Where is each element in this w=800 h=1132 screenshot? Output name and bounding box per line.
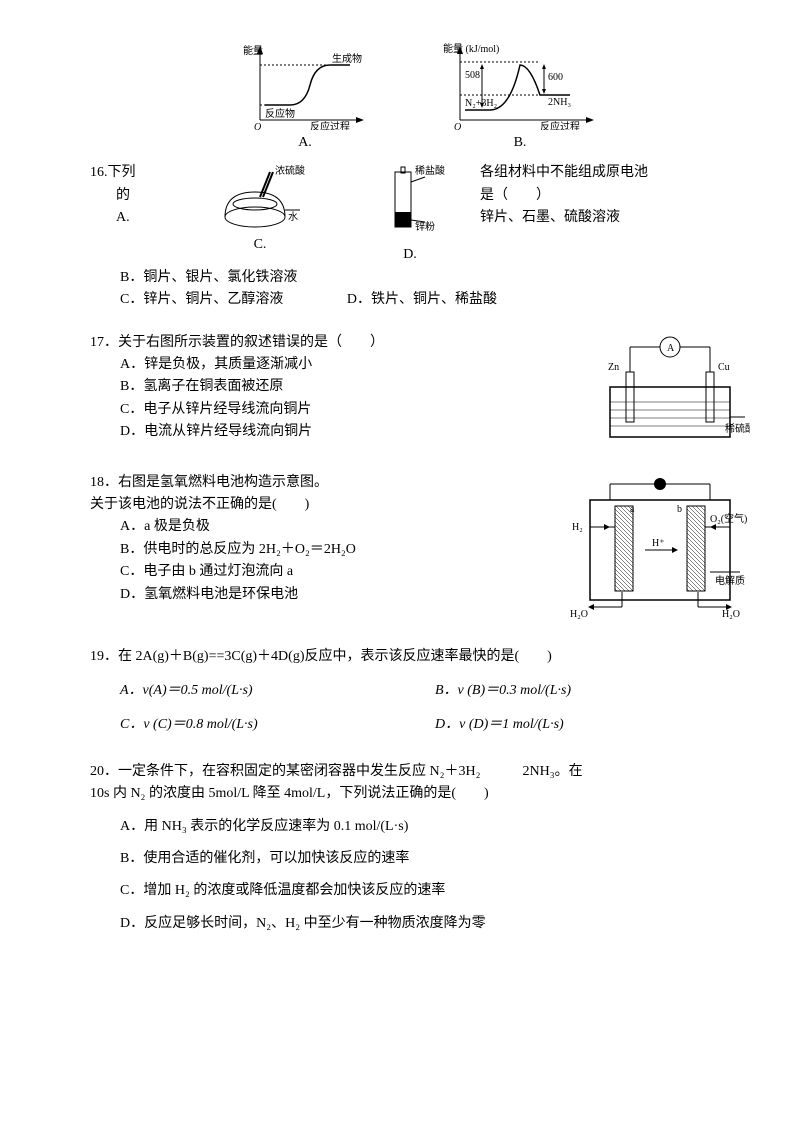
q16-optB: B．铜片、银片、氯化铁溶液	[120, 267, 750, 289]
q17-optA: A．锌是负极，其质量逐渐减小	[120, 354, 570, 376]
q18-stem1: 18．右图是氢氧燃料电池构造示意图。	[90, 472, 550, 494]
energy-axis-label: 能量	[243, 44, 263, 57]
figure-d: 稀盐酸 锌粉 D.	[370, 162, 450, 266]
figure-c-label: C.	[254, 234, 267, 256]
figure-c: 浓硫酸 水 C.	[210, 162, 310, 256]
q19-optA: A．v(A)＝0.5 mol/(L·s)	[120, 683, 253, 698]
q16-optA-text: 锌片、石墨、硫酸溶液	[480, 207, 750, 229]
q17-figure: A Zn Cu 稀硫酸	[590, 332, 750, 452]
q16-opts-cd: C．锌片、铜片、乙醇溶液 D．铁片、铜片、稀盐酸	[120, 289, 750, 311]
q20-optD: D．反应足够长时间，N₂、H₂ 中至少有一种物质浓度降为零	[120, 913, 750, 935]
q18-stem2: 关于该电池的说法不正确的是( )	[90, 494, 550, 516]
q18-figure: H₂ O₂(空气) a b H⁺ 电解质 H₂O H₂O	[570, 472, 750, 622]
zn-label: Zn	[608, 362, 619, 373]
q16-tail-col: 各组材料中不能组成原电池 是（ ） 锌片、石墨、硫酸溶液	[480, 162, 750, 229]
q16-optD: D．铁片、铜片、稀盐酸	[347, 292, 497, 307]
q19-optD: D．v (D)＝1 mol/(L·s)	[435, 717, 564, 732]
q18-optB: B．供电时的总反应为 2H₂＋O₂＝2H₂O	[120, 539, 550, 561]
q20-optC: C．增加 H₂ 的浓度或降低温度都会加快该反应的速率	[120, 880, 750, 902]
q19-optB: B．v (B)＝0.3 mol/(L·s)	[435, 683, 571, 698]
energy-axis-label-b: 能量 (kJ/mol)	[443, 42, 499, 55]
q16-prefix: 16.下列	[90, 162, 180, 184]
q20-optB: B．使用合适的催化剂，可以加快该反应的速率	[120, 848, 750, 870]
water-label: 水	[288, 211, 298, 223]
figure-b-label: B.	[514, 132, 527, 154]
q16-de: 的	[116, 185, 180, 207]
q18: 18．右图是氢氧燃料电池构造示意图。 关于该电池的说法不正确的是( ) A．a …	[90, 472, 750, 622]
hplus-label: H⁺	[652, 538, 665, 549]
q17-optB: B．氢离子在铜表面被还原	[120, 376, 570, 398]
x-axis-label-b: 反应过程	[540, 120, 580, 130]
h2o-left-label: H₂O	[570, 609, 588, 620]
q16-tail1: 各组材料中不能组成原电池	[480, 162, 750, 184]
figure-d-label: D.	[403, 244, 417, 266]
dilute-hcl-label: 稀盐酸	[415, 164, 445, 177]
top-figure-row: 能量 生成物 反应物 O 反应过程 A. 能量 (kJ/mol) 508 600…	[90, 40, 750, 154]
q16-optA-lead: A.	[116, 207, 180, 229]
h2o-right-label: H₂O	[722, 609, 740, 620]
conc-acid-label: 浓硫酸	[275, 164, 305, 177]
ammeter-label: A	[667, 343, 675, 354]
q18-optD: D．氢氧燃料电池是环保电池	[120, 584, 550, 606]
q20-stem2: 10s 内 N₂ 的浓度由 5mol/L 降至 4mol/L，下列说法正确的是(…	[90, 783, 750, 805]
cu-label: Cu	[718, 362, 730, 373]
q19-row1: A．v(A)＝0.5 mol/(L·s) B．v (B)＝0.3 mol/(L·…	[120, 680, 750, 702]
q19-optC: C．v (C)＝0.8 mol/(L·s)	[120, 717, 258, 732]
q16-prefix-col: 16.下列 的 A.	[90, 162, 180, 229]
h2-label: H₂	[572, 522, 583, 533]
n600-label: 600	[548, 72, 563, 83]
q17-optC: C．电子从锌片经导线流向铜片	[120, 399, 570, 421]
figure-a-label: A.	[298, 132, 312, 154]
solution-label: 稀硫酸	[725, 422, 750, 435]
reactant-label: 反应物	[265, 107, 295, 120]
b-label: b	[677, 504, 682, 515]
svg-text:O: O	[454, 122, 461, 130]
q18-optA: A．a 极是负极	[120, 516, 550, 538]
figure-a: 能量 生成物 反应物 O 反应过程 A.	[240, 40, 370, 154]
reactants-b: N₂+3H₂	[465, 98, 497, 109]
q18-optC: C．电子由 b 通过灯泡流向 a	[120, 561, 550, 583]
figure-b: 能量 (kJ/mol) 508 600 N₂+3H₂ 2NH₃ O 反应过程 B…	[440, 40, 600, 154]
q20-stem1: 20．一定条件下，在容积固定的某密闭容器中发生反应 N₂＋3H₂ 2NH₃。在	[90, 761, 750, 783]
a-label: a	[630, 504, 635, 515]
q17-stem: 17．关于右图所示装置的叙述错误的是（ ）	[90, 332, 570, 354]
electrolyte-label: 电解质	[715, 574, 745, 587]
n508-label: 508	[465, 70, 480, 81]
o2-label: O₂(空气)	[710, 512, 747, 525]
q20-optA: A．用 NH₃ 表示的化学反应速率为 0.1 mol/(L·s)	[120, 816, 750, 838]
x-axis-label: 反应过程	[310, 120, 350, 130]
zn-powder-label: 锌粉	[415, 220, 435, 233]
product-label: 生成物	[332, 52, 362, 65]
q16-tail2: 是（ ）	[480, 185, 750, 207]
q17: 17．关于右图所示装置的叙述错误的是（ ） A．锌是负极，其质量逐渐减小 B．氢…	[90, 332, 750, 452]
q16-optC: C．锌片、铜片、乙醇溶液	[120, 292, 283, 307]
products-b: 2NH₃	[548, 97, 571, 108]
svg-text:O: O	[254, 122, 261, 130]
q19-row2: C．v (C)＝0.8 mol/(L·s) D．v (D)＝1 mol/(L·s…	[120, 714, 750, 736]
q17-optD: D．电流从锌片经导线流向铜片	[120, 421, 570, 443]
q19-stem: 19．在 2A(g)＋B(g)==3C(g)＋4D(g)反应中，表示该反应速率最…	[90, 646, 750, 668]
